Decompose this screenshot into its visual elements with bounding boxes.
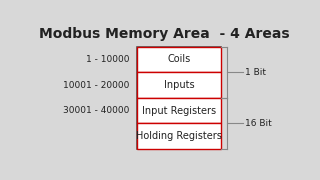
Text: Inputs: Inputs	[164, 80, 194, 90]
Text: Modbus Memory Area  - 4 Areas: Modbus Memory Area - 4 Areas	[39, 27, 289, 41]
Bar	[137, 47, 221, 149]
Bar	[137, 98, 221, 123]
Text: 16 Bit: 16 Bit	[245, 119, 272, 128]
Text: 10001 - 20000: 10001 - 20000	[63, 80, 129, 89]
Text: 30001 - 40000: 30001 - 40000	[63, 106, 129, 115]
Bar	[137, 47, 221, 72]
Text: Coils: Coils	[167, 54, 190, 64]
Text: Input Registers: Input Registers	[142, 106, 216, 116]
Text: Holding Registers: Holding Registers	[136, 131, 222, 141]
Text: 1 Bit: 1 Bit	[245, 68, 266, 77]
Bar	[137, 72, 221, 98]
Text: 1 - 10000: 1 - 10000	[86, 55, 129, 64]
Bar	[137, 123, 221, 149]
